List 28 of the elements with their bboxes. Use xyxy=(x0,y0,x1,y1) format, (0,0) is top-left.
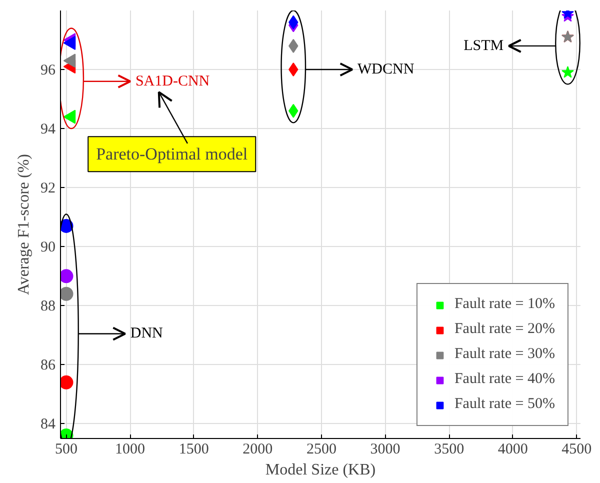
annotation: DNN xyxy=(130,326,164,342)
legend-label: Fault rate = 30% xyxy=(454,346,555,363)
y-tick-label: 96 xyxy=(40,62,56,79)
x-tick-label: 2000 xyxy=(242,442,273,458)
y-tick-label: 92 xyxy=(40,180,56,197)
x-tick-label: 500 xyxy=(54,442,78,458)
annotation: WDCNN xyxy=(358,62,414,78)
x-tick-label: 3500 xyxy=(434,442,464,458)
legend-label: Fault rate = 50% xyxy=(454,396,555,413)
y-tick-label: 90 xyxy=(40,240,56,256)
legend-label: Fault rate = 40% xyxy=(454,371,555,388)
x-tick-label: 1500 xyxy=(178,442,209,458)
annotation: LSTM xyxy=(464,38,504,54)
x-tick-label: 4000 xyxy=(498,442,528,458)
y-tick-label: 86 xyxy=(40,358,56,374)
annotation: SA1D-CNN xyxy=(135,73,210,90)
annotation: Pareto-Optimal model xyxy=(96,144,248,164)
y-tick-label: 88 xyxy=(40,298,56,315)
y-tick-label: 84 xyxy=(40,416,56,433)
y-tick-label: 94 xyxy=(40,122,56,138)
y-axis-title: Average F1-score (%) xyxy=(16,154,32,295)
legend-label: Fault rate = 10% xyxy=(454,296,555,313)
x-tick-label: 1000 xyxy=(115,442,146,458)
x-tick-label: 4500 xyxy=(562,442,592,458)
legend-label: Fault rate = 20% xyxy=(454,321,555,338)
x-axis-title: Model Size (KB) xyxy=(265,462,376,478)
x-tick-label: 2500 xyxy=(306,442,336,458)
x-tick-label: 3000 xyxy=(370,442,400,458)
